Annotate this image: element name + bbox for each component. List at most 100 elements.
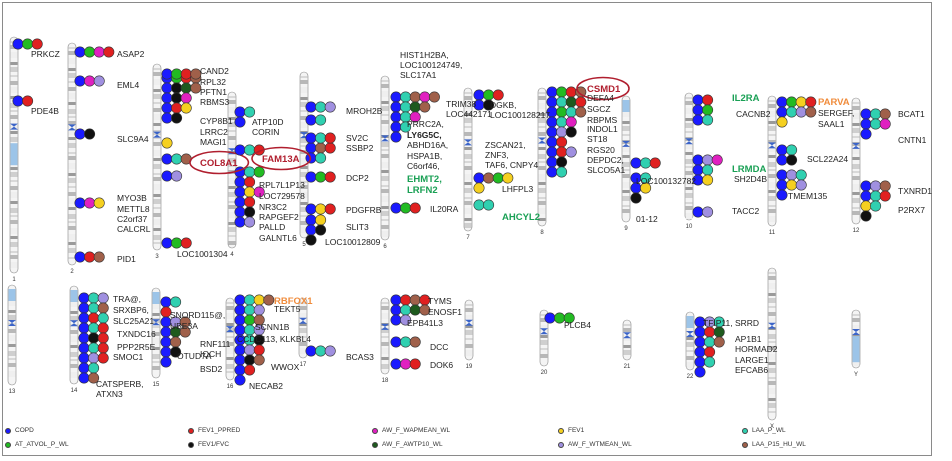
highlight-circle bbox=[251, 146, 312, 171]
gene-p2rx7: P2RX7 bbox=[898, 205, 925, 215]
trait-dot-laa_p15_hu bbox=[483, 172, 495, 184]
gene-dcp2: DCP2 bbox=[305, 171, 369, 183]
trait-dot-laa_p bbox=[315, 152, 327, 164]
trait-dot-laa_p bbox=[244, 294, 256, 306]
gene-label: SLCO5A1 bbox=[587, 165, 626, 175]
trait-dot-at_atvol bbox=[483, 89, 495, 101]
gene-label: PARVA bbox=[818, 97, 850, 108]
gene-label: CCDC113, KLKBL4 bbox=[237, 334, 311, 344]
trait-dot-laa_p15_hu bbox=[428, 91, 440, 103]
trait-dot-fev1_ppred bbox=[805, 96, 817, 108]
gene-dok6: DOK6 bbox=[390, 358, 453, 370]
gene-label: TXNDC16 bbox=[117, 329, 156, 339]
gene-label: DCP2 bbox=[346, 173, 369, 183]
gene-slc17a1: SLC17A1 bbox=[400, 70, 437, 80]
gene-label: SAAL1 bbox=[818, 119, 845, 129]
gene-loc10012809: LOC10012809 bbox=[325, 237, 381, 247]
gene-label: CORIN bbox=[252, 127, 279, 137]
trait-dot-laa_p15_hu bbox=[253, 354, 265, 366]
legend: COPD AT_ATVOL_P_WL FEV1_PPRED FEV1/FVC AW_F_… bbox=[0, 425, 952, 457]
trait-dot-laa_p15_hu bbox=[190, 68, 202, 80]
gene-label: TYMS bbox=[428, 296, 452, 306]
legend-swatch bbox=[742, 427, 748, 434]
trait-dot-copd bbox=[161, 82, 173, 94]
trait-dot-copd bbox=[305, 101, 317, 113]
trait-dot-copd bbox=[78, 322, 90, 334]
trait-dot-laa_p bbox=[315, 114, 327, 126]
gene-label: LOC100124749, bbox=[400, 60, 462, 70]
gene-label: P2RX7 bbox=[898, 205, 925, 215]
trait-dot-fev1 bbox=[180, 102, 192, 114]
trait-dot-aw_f_wtmean bbox=[324, 101, 336, 113]
gene-corin: CORIN bbox=[252, 127, 279, 137]
gene-tyms: TYMS bbox=[428, 296, 452, 306]
trait-dot-aw_f_wtmean bbox=[870, 180, 882, 192]
gene-loc100124749: LOC100124749, bbox=[400, 60, 462, 70]
trait-dot-laa_p15_hu bbox=[409, 294, 421, 306]
chromosome-label: 10 bbox=[686, 224, 693, 230]
trait-dot-fev1_fvc bbox=[565, 126, 577, 138]
gene-ppp2r5e: PPP2R5E bbox=[117, 342, 156, 352]
trait-dot-cluster bbox=[776, 96, 817, 128]
gene-label: DCC bbox=[430, 342, 448, 352]
gene-asap2: ASAP2 bbox=[74, 46, 145, 59]
trait-dot-aw_f_awtp10 bbox=[180, 82, 192, 94]
trait-dot-cluster bbox=[234, 106, 256, 128]
gene-csmd1: CSMD1 bbox=[576, 76, 630, 101]
trait-dot-laa_p bbox=[870, 108, 882, 120]
gene-hspa1b: HSPA1B, bbox=[407, 151, 442, 161]
gene-parva: PARVA bbox=[818, 97, 850, 108]
trait-dot-laa_p15_hu bbox=[170, 336, 182, 348]
trait-dot-copd bbox=[160, 296, 172, 308]
gene-label: CACNB2 bbox=[736, 109, 771, 119]
trait-dot-laa_p bbox=[315, 132, 327, 144]
trait-dot-copd bbox=[546, 166, 558, 178]
chromosome-label: 20 bbox=[541, 370, 548, 376]
gene-label: WWOX bbox=[271, 362, 300, 372]
gene-label: PPP2R5E bbox=[117, 342, 156, 352]
gene-label: DOK6 bbox=[430, 360, 453, 370]
trait-dot-copd bbox=[305, 132, 317, 144]
trait-dot-fev1 bbox=[473, 182, 485, 194]
trait-dot-laa_p bbox=[400, 121, 412, 133]
trait-dot-laa_p15_hu bbox=[409, 336, 421, 348]
trait-dot-fev1_ppred bbox=[84, 251, 96, 263]
trait-dot-copd bbox=[74, 46, 86, 58]
trait-dot-copd bbox=[234, 116, 246, 128]
gene-label: CATSPERB, bbox=[96, 379, 144, 389]
legend-label: FEV1/FVC bbox=[198, 441, 230, 448]
gene-label: GALNTL6 bbox=[259, 233, 297, 243]
trait-dot-copd bbox=[234, 186, 246, 198]
gene-rbfox1: RBFOX1 bbox=[274, 296, 313, 307]
trait-dot-copd bbox=[161, 170, 173, 182]
trait-dot-laa_p bbox=[88, 292, 100, 304]
chromosome-22: 22 bbox=[685, 311, 695, 380]
trait-dot-fev1_fvc bbox=[556, 156, 568, 168]
trait-dot-at_atvol bbox=[563, 312, 575, 324]
gene-pde4b: PDE4B bbox=[12, 95, 59, 116]
trait-dot-fev1 bbox=[502, 172, 514, 184]
trait-dot-copd bbox=[692, 154, 704, 166]
gene-label: PRRC2A, bbox=[407, 119, 444, 129]
legend-swatch bbox=[558, 441, 564, 448]
trait-dot-copd bbox=[776, 154, 788, 166]
trait-dot-aw_f_wtmean bbox=[556, 126, 568, 138]
gene-loc100132782: LOC100132782 bbox=[630, 157, 696, 186]
trait-dot-fev1_ppred bbox=[324, 132, 336, 144]
trait-dot-at_atvol bbox=[556, 86, 568, 98]
gene-sv2c: SV2C bbox=[305, 132, 368, 144]
gene-ahcyl2: AHCYL2 bbox=[502, 212, 540, 223]
trait-dot-copd bbox=[860, 190, 872, 202]
trait-dot-copd bbox=[305, 171, 317, 183]
gene-label: RBPMS bbox=[587, 115, 618, 125]
gene-ly6g5c: LY6G5C, bbox=[407, 130, 442, 140]
gene-label: IQCH bbox=[200, 349, 221, 359]
trait-dot-laa_p15_hu bbox=[88, 372, 100, 384]
trait-dot-laa_p15_hu bbox=[713, 336, 725, 348]
chromosome-label: 8 bbox=[540, 230, 544, 236]
gene-label: LARGE1 bbox=[735, 355, 769, 365]
legend-swatch bbox=[372, 441, 378, 448]
trait-dot-fev1_ppred bbox=[400, 294, 412, 306]
trait-dot-aw_f_wtmean bbox=[400, 314, 412, 326]
trait-dot-laa_p bbox=[702, 164, 714, 176]
